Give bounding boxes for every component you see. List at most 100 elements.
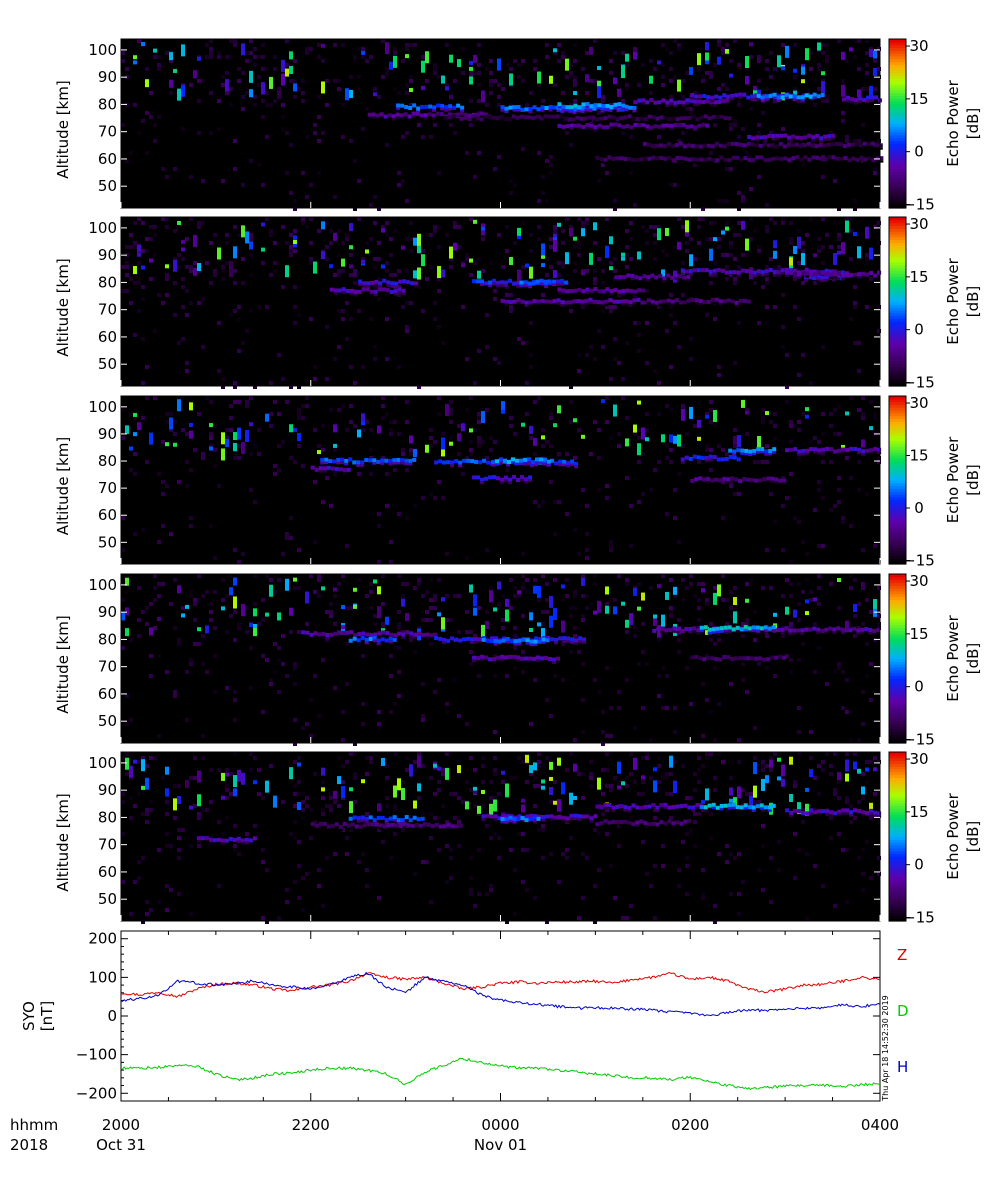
echo-cell (865, 598, 869, 602)
echo-cell (605, 496, 609, 500)
echo-cell (705, 52, 709, 61)
echo-cell (705, 237, 709, 241)
echo-cell (181, 239, 185, 244)
layer-cell (353, 294, 358, 297)
echo-cell (529, 233, 533, 237)
echo-cell (573, 83, 577, 87)
colorbar-band (889, 92, 906, 96)
layer-cell (827, 138, 832, 141)
layer-cell (798, 143, 803, 148)
echo-cell (165, 293, 169, 297)
layer-cell (816, 627, 821, 632)
layer-cell (371, 112, 376, 117)
colorbar-band (889, 174, 906, 178)
layer-cell (710, 95, 715, 100)
colorbar-band (889, 326, 906, 331)
echo-cell (613, 207, 617, 211)
echo-cell (541, 243, 545, 256)
layer-cell (575, 115, 580, 120)
layer-cell (544, 303, 549, 306)
layer-cell (601, 103, 606, 108)
echo-cell (477, 270, 481, 279)
echo-cell (429, 428, 433, 432)
echo-cell (745, 690, 749, 694)
echo-cell (217, 884, 221, 888)
layer-cell (600, 304, 605, 308)
layer-cell (526, 463, 531, 466)
layer-cell (778, 141, 783, 146)
echo-cell (569, 143, 573, 147)
echo-cell (309, 808, 313, 812)
layer-cell (520, 656, 525, 661)
echo-cell (813, 103, 817, 107)
layer-cell (655, 120, 660, 124)
layer-cell (666, 146, 671, 149)
layer-cell (752, 274, 757, 278)
echo-cell (305, 135, 309, 139)
echo-cell (301, 171, 305, 175)
echo-cell (461, 472, 465, 476)
layer-cell (407, 114, 412, 119)
layer-cell (372, 458, 377, 463)
echo-cell (389, 428, 393, 432)
layer-cell (403, 112, 408, 117)
layer-cell (560, 278, 565, 283)
layer-cell (750, 656, 755, 661)
echo-cell (525, 888, 529, 892)
layer-cell (868, 628, 873, 633)
echo-cell (405, 612, 409, 621)
colorbar-band (889, 50, 906, 54)
layer-cell (394, 281, 399, 286)
echo-cell (397, 670, 401, 674)
echo-cell (877, 614, 881, 618)
echo-cell (845, 456, 849, 460)
echo-cell (497, 581, 501, 590)
echo-cell (253, 602, 257, 606)
layer-cell (505, 637, 510, 642)
echo-cell (669, 79, 673, 83)
echo-cell (341, 317, 345, 321)
echo-cell (257, 55, 261, 59)
echo-cell (165, 225, 169, 229)
echo-cell (125, 577, 129, 586)
layer-cell (641, 102, 646, 105)
layer-cell (560, 282, 565, 286)
echo-cell (329, 610, 333, 614)
layer-cell (787, 135, 792, 140)
echo-cell (665, 674, 669, 678)
echo-cell (277, 95, 281, 99)
echo-cell (861, 159, 865, 163)
echo-cell (525, 341, 529, 345)
echo-cell (309, 698, 313, 702)
layer-cell (780, 95, 785, 100)
echo-cell (533, 585, 537, 594)
layer-cell (710, 144, 715, 149)
echo-cell (817, 764, 821, 768)
echo-cell (713, 221, 717, 225)
colorbar-band (889, 86, 906, 91)
layer-cell (528, 300, 533, 305)
colorbar-band (889, 706, 906, 710)
echo-cell (541, 500, 545, 504)
echo-cell (849, 574, 853, 578)
echo-cell (613, 404, 617, 417)
layer-cell (396, 107, 401, 110)
layer-cell (310, 465, 315, 470)
layer-cell (503, 117, 508, 122)
layer-cell (870, 99, 875, 102)
echo-cell (521, 147, 525, 151)
echo-cell (317, 574, 321, 578)
echo-cell (237, 427, 241, 440)
layer-cell (490, 636, 495, 641)
echo-cell (865, 261, 869, 265)
layer-cell (423, 113, 428, 118)
layer-cell (710, 301, 715, 305)
echo-cell (793, 68, 797, 73)
colorbar-band (889, 737, 906, 741)
echo-cell (741, 127, 745, 131)
layer-cell (685, 124, 690, 129)
echo-cell (605, 666, 609, 670)
echo-cell (237, 852, 241, 856)
echo-cell (277, 658, 281, 662)
